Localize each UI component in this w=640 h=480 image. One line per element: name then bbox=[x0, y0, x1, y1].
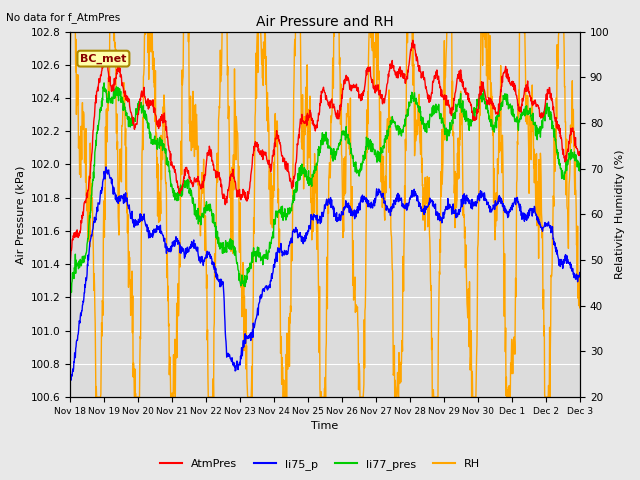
Title: Air Pressure and RH: Air Pressure and RH bbox=[256, 15, 394, 29]
Text: No data for f_AtmPres: No data for f_AtmPres bbox=[6, 12, 121, 23]
Y-axis label: Air Pressure (kPa): Air Pressure (kPa) bbox=[15, 165, 25, 264]
Legend: AtmPres, li75_p, li77_pres, RH: AtmPres, li75_p, li77_pres, RH bbox=[156, 455, 484, 474]
X-axis label: Time: Time bbox=[312, 421, 339, 432]
Text: BC_met: BC_met bbox=[80, 53, 127, 64]
Y-axis label: Relativity Humidity (%): Relativity Humidity (%) bbox=[615, 150, 625, 279]
